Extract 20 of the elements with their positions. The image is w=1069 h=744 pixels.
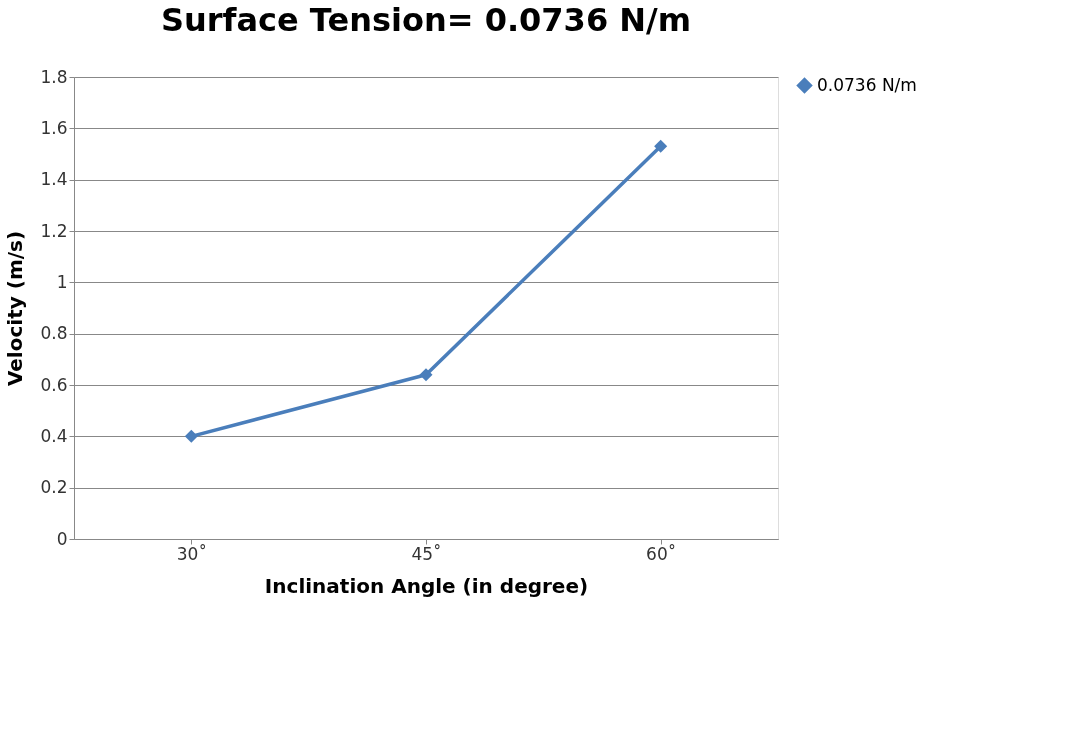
y-tick-label: 1.4 [40,169,68,190]
y-tick-label: 1.2 [40,220,68,241]
chart-title: Surface Tension= 0.0736 N/m [160,1,692,39]
y-tick-label: 0.2 [40,477,68,498]
x-tick-label: 60˚ [646,543,677,564]
y-tick-label: 0.8 [40,323,68,344]
y-tick-label: 1 [56,271,68,292]
y-axis-title: Velocity (m/s) [3,230,28,387]
x-tick-label: 30˚ [176,543,207,564]
x-tick-label: 45˚ [411,543,442,564]
y-tick-label: 0.6 [40,374,68,395]
y-tick-label: 1.8 [40,66,68,87]
y-tick-label: 0.4 [40,425,68,446]
x-axis-title: Inclination Angle (in degree) [264,573,589,598]
y-tick-label: 0 [56,528,68,549]
y-tick-label: 1.6 [40,117,68,138]
point [184,429,198,443]
point [654,139,668,153]
legend-label: 0.0736 N/m [817,74,917,95]
point [419,368,433,382]
